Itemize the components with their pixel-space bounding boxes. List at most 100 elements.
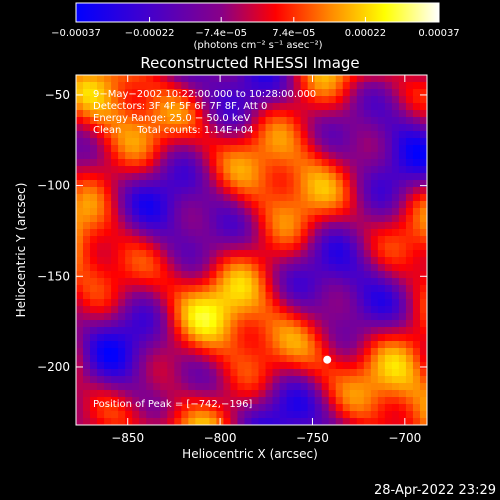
heatmap-cell (412, 110, 421, 118)
heatmap-cell (104, 145, 112, 153)
heatmap-cell (251, 89, 259, 97)
heatmap-cell (300, 243, 309, 251)
heatmap-cell (258, 89, 266, 97)
heatmap-cell (216, 404, 224, 412)
heatmap-cell (76, 194, 84, 202)
heatmap-cell (286, 75, 295, 83)
heatmap-cell (76, 110, 84, 118)
heatmap-cell (76, 124, 84, 132)
heatmap-cell (111, 124, 119, 132)
heatmap-cell (132, 117, 140, 125)
heatmap-cell (146, 194, 154, 202)
heatmap-cell (90, 257, 98, 265)
heatmap-cell (293, 131, 302, 139)
heatmap-cell (321, 215, 330, 223)
heatmap-cell (307, 348, 316, 356)
heatmap-cell (342, 404, 351, 412)
heatmap-cell (286, 327, 295, 335)
heatmap-cell (244, 383, 252, 391)
heatmap-cell (307, 397, 316, 405)
heatmap-cell (363, 124, 372, 132)
heatmap-cell (118, 299, 126, 307)
heatmap-cell (356, 208, 365, 216)
heatmap-cell (125, 173, 133, 181)
heatmap-cell (370, 166, 379, 174)
heatmap-cell (209, 376, 217, 384)
heatmap-cell (146, 264, 154, 272)
heatmap-cell (363, 82, 372, 90)
heatmap-cell (265, 257, 273, 265)
heatmap-cell (111, 362, 119, 370)
heatmap-cell (342, 229, 351, 237)
heatmap-cell (377, 264, 386, 272)
heatmap-cell (405, 124, 414, 132)
heatmap-cell (216, 96, 224, 104)
heatmap-cell (279, 103, 287, 111)
heatmap-cell (363, 229, 372, 237)
heatmap-cell (419, 166, 428, 174)
heatmap-cell (209, 222, 217, 230)
annotation-energy: Energy Range: 25.0 − 50.0 keV (93, 113, 250, 124)
heatmap-cell (258, 327, 266, 335)
heatmap-cell (76, 243, 84, 251)
heatmap-cell (209, 362, 217, 370)
heatmap-cell (405, 75, 414, 83)
heatmap-cell (216, 236, 224, 244)
heatmap-cell (405, 404, 414, 412)
heatmap-cell (419, 299, 428, 307)
heatmap-cell (356, 334, 365, 342)
heatmap-cell (377, 124, 386, 132)
heatmap-cell (139, 103, 147, 111)
heatmap-cell (76, 152, 84, 160)
heatmap-cell (83, 145, 91, 153)
heatmap-cell (230, 138, 238, 146)
heatmap-cell (335, 138, 344, 146)
heatmap-cell (391, 75, 400, 83)
heatmap-cell (195, 418, 203, 426)
heatmap-cell (118, 201, 126, 209)
heatmap-cell (398, 110, 407, 118)
heatmap-cell (356, 75, 365, 83)
heatmap-cell (223, 285, 231, 293)
heatmap-cell (125, 285, 133, 293)
heatmap-cell (111, 334, 119, 342)
heatmap-cell (363, 418, 372, 426)
heatmap-cell (398, 334, 407, 342)
heatmap-cell (209, 397, 217, 405)
heatmap-cell (118, 285, 126, 293)
heatmap-cell (118, 229, 126, 237)
heatmap-cell (398, 355, 407, 363)
heatmap-cell (251, 250, 259, 258)
heatmap-cell (321, 131, 330, 139)
heatmap-cell (83, 124, 91, 132)
heatmap-cell (202, 348, 210, 356)
heatmap-cell (244, 138, 252, 146)
heatmap-cell (356, 299, 365, 307)
heatmap-cell (412, 355, 421, 363)
heatmap-cell (181, 299, 189, 307)
heatmap-cell (188, 236, 196, 244)
heatmap-cell (335, 103, 344, 111)
heatmap-cell (419, 75, 428, 83)
heatmap-cell (90, 271, 98, 279)
heatmap-cell (153, 411, 161, 419)
heatmap-cell (118, 243, 126, 251)
heatmap-cell (286, 271, 295, 279)
heatmap-cell (293, 103, 302, 111)
heatmap-cell (188, 110, 196, 118)
y-tick-label: −100 (37, 179, 70, 193)
heatmap-cell (356, 131, 365, 139)
heatmap-cell (370, 222, 379, 230)
heatmap-cell (384, 96, 393, 104)
heatmap-cell (97, 194, 105, 202)
heatmap-cell (76, 145, 84, 153)
heatmap-cell (349, 264, 358, 272)
heatmap-cell (174, 299, 182, 307)
heatmap-cell (293, 159, 302, 167)
heatmap-cell (125, 404, 133, 412)
heatmap-cell (419, 383, 428, 391)
heatmap-cell (300, 327, 309, 335)
heatmap-cell (258, 362, 266, 370)
heatmap-cell (307, 103, 316, 111)
heatmap-cell (419, 411, 428, 419)
